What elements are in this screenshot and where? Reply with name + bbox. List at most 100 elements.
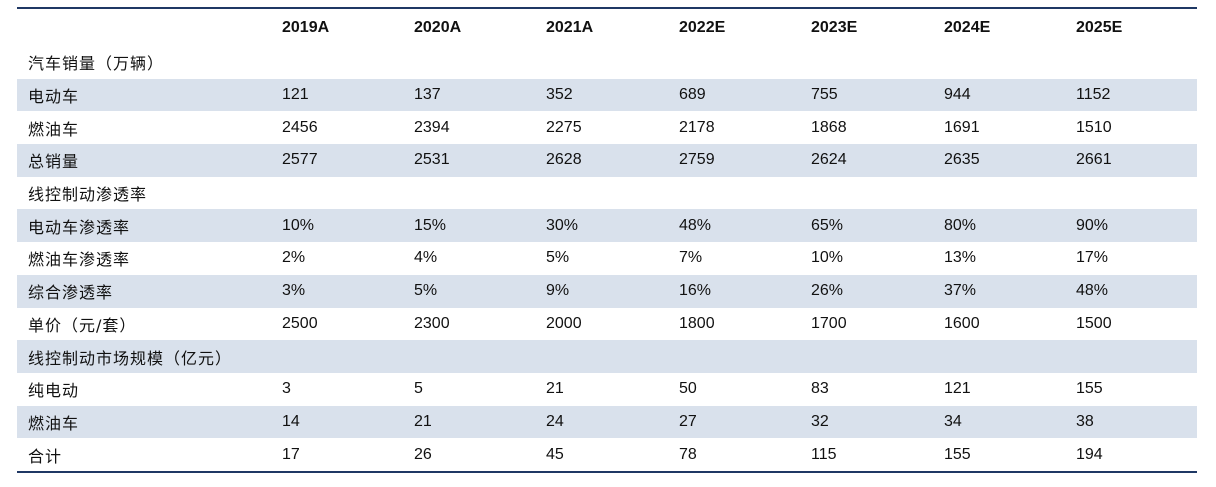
table-cell <box>282 340 414 373</box>
table-cell: 14 <box>282 405 414 439</box>
table-cell: 10% <box>282 209 414 243</box>
table-cell: 2300 <box>414 314 450 332</box>
table-cell: 3% <box>282 274 414 308</box>
table-row: 合计 17 26 45 78 115 155 194 <box>17 438 1197 471</box>
table-cell <box>282 177 414 210</box>
table-cell: 1510 <box>1076 118 1112 136</box>
row-label: 合计 <box>28 446 63 466</box>
table-cell: 2456 <box>282 118 318 136</box>
table-cell: 34 <box>944 405 1076 439</box>
table-cell <box>944 177 1076 210</box>
table-cell <box>811 177 944 210</box>
data-table-container: 2019A 2020A 2021A 2022E 2023E 2024E 2025… <box>17 7 1197 473</box>
table-cell: 155 <box>944 445 971 463</box>
table-cell: 65% <box>811 209 944 243</box>
table-cell <box>679 177 811 210</box>
table-cell <box>546 340 679 373</box>
table-cell: 121 <box>944 380 971 398</box>
table-cell: 2661 <box>1076 144 1197 177</box>
table-cell: 48% <box>679 209 811 243</box>
table-cell <box>944 340 1076 373</box>
table-cell: 2394 <box>414 118 450 136</box>
table-cell <box>282 46 414 79</box>
table-cell: 1152 <box>1076 78 1197 112</box>
table-cell: 83 <box>811 380 829 398</box>
table-cell <box>1076 177 1197 210</box>
row-label: 单价（元/套） <box>28 315 137 335</box>
table-cell: 21 <box>546 380 564 398</box>
table-cell: 17 <box>282 445 300 463</box>
table-cell: 2628 <box>546 144 679 177</box>
table-cell <box>811 340 944 373</box>
table-cell <box>546 177 679 210</box>
table-cell: 5% <box>414 274 546 308</box>
row-label: 总销量 <box>17 144 282 177</box>
table-row: 总销量 2577 2531 2628 2759 2624 2635 2661 <box>17 144 1197 177</box>
row-label: 纯电动 <box>28 381 80 401</box>
header-cell-2024e: 2024E <box>944 18 991 36</box>
table-cell: 32 <box>811 405 944 439</box>
table-cell: 944 <box>944 78 1076 112</box>
table-cell: 689 <box>679 78 811 112</box>
table-cell: 2531 <box>414 144 546 177</box>
table-row: 综合渗透率 3% 5% 9% 16% 26% 37% 48% <box>17 274 1197 308</box>
header-cell-2023e: 2023E <box>811 18 858 36</box>
table-cell: 80% <box>944 209 1076 243</box>
table-row: 线控制动市场规模（亿元） <box>17 340 1197 373</box>
table-cell: 352 <box>546 78 679 112</box>
table-cell <box>811 46 944 79</box>
table-cell: 155 <box>1076 380 1103 398</box>
table-cell <box>1076 340 1197 373</box>
header-cell-2019a: 2019A <box>282 18 330 36</box>
table-cell: 1700 <box>811 314 847 332</box>
row-label: 汽车销量（万辆） <box>28 54 165 74</box>
table-cell: 30% <box>546 209 679 243</box>
table-top-rule <box>17 7 1197 9</box>
table-cell: 15% <box>414 209 546 243</box>
table-cell: 3 <box>282 380 291 398</box>
table-body: 汽车销量（万辆） 电动车 121 137 352 689 755 944 1152 燃油车 2456… <box>17 46 1197 471</box>
table-cell: 1500 <box>1076 314 1112 332</box>
table-cell: 26 <box>414 445 432 463</box>
row-label: 线控制动渗透率 <box>28 185 148 205</box>
table-cell: 4% <box>414 249 438 267</box>
row-label: 燃油车渗透率 <box>28 250 131 270</box>
header-row: 2019A 2020A 2021A 2022E 2023E 2024E 2025… <box>17 9 1197 46</box>
table-cell: 2275 <box>546 118 582 136</box>
table-row: 燃油车 2456 2394 2275 2178 1868 1691 1510 <box>17 111 1197 144</box>
table-cell: 5% <box>546 249 570 267</box>
table-cell <box>679 46 811 79</box>
table-cell: 17% <box>1076 249 1109 267</box>
table-cell: 26% <box>811 274 944 308</box>
table-row: 线控制动渗透率 <box>17 177 1197 210</box>
table-cell: 1600 <box>944 314 980 332</box>
table-cell: 9% <box>546 274 679 308</box>
table-cell: 90% <box>1076 209 1197 243</box>
table-cell: 7% <box>679 249 703 267</box>
table-cell: 755 <box>811 78 944 112</box>
table-cell <box>679 340 811 373</box>
table-cell: 2624 <box>811 144 944 177</box>
header-cell-2021a: 2021A <box>546 18 594 36</box>
row-label: 综合渗透率 <box>17 274 282 308</box>
table-cell <box>944 46 1076 79</box>
table-bottom-rule <box>17 470 1197 473</box>
table-cell: 194 <box>1076 445 1103 463</box>
row-label: 电动车渗透率 <box>17 209 282 243</box>
table-row: 电动车 121 137 352 689 755 944 1152 <box>17 78 1197 112</box>
table-cell: 38 <box>1076 405 1197 439</box>
table-cell <box>414 46 546 79</box>
table-cell <box>1076 46 1197 79</box>
table-cell: 24 <box>546 405 679 439</box>
row-label: 燃油车 <box>17 405 282 439</box>
forecast-table: 2019A 2020A 2021A 2022E 2023E 2024E 2025… <box>17 9 1197 471</box>
table-row: 燃油车 14 21 24 27 32 34 38 <box>17 405 1197 439</box>
table-cell: 115 <box>811 445 837 463</box>
table-row: 纯电动 3 5 21 50 83 121 155 <box>17 373 1197 406</box>
table-cell: 1868 <box>811 118 847 136</box>
table-cell: 1800 <box>679 314 715 332</box>
table-row: 电动车渗透率 10% 15% 30% 48% 65% 80% 90% <box>17 209 1197 243</box>
table-cell <box>546 46 679 79</box>
table-cell: 21 <box>414 405 546 439</box>
table-row: 汽车销量（万辆） <box>17 46 1197 79</box>
